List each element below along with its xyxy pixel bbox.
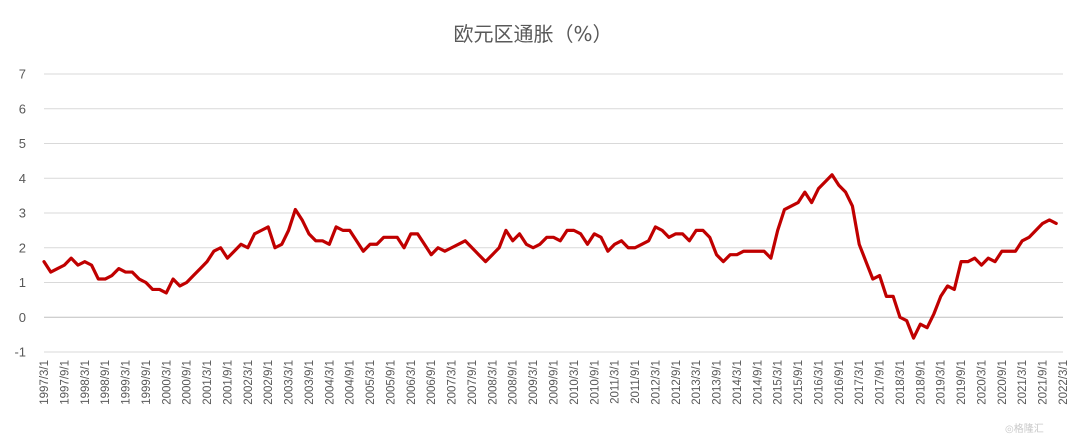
y-tick-label: 2 [19,240,26,255]
x-tick-label: 1997/9/1 [59,360,71,405]
x-tick-label: 2007/9/1 [467,360,479,405]
x-tick-label: 2015/9/1 [793,360,805,405]
x-tick-label: 2019/9/1 [956,360,968,405]
x-tick-label: 2013/3/1 [691,360,703,405]
y-tick-label: 3 [19,206,26,221]
x-tick-label: 2022/3/1 [1058,360,1070,405]
chart-title: 欧元区通胀（%） [453,22,612,46]
x-tick-label: 2021/9/1 [1038,360,1050,405]
x-tick-label: 2021/3/1 [1017,360,1029,405]
x-tick-label: 2015/3/1 [773,360,785,405]
x-tick-label: 2009/3/1 [528,360,540,405]
x-tick-label: 2020/9/1 [997,360,1009,405]
x-tick-label: 1997/3/1 [39,360,51,405]
x-tick-label: 2008/3/1 [487,360,499,405]
x-tick-label: 1999/9/1 [141,360,153,405]
series-line [42,173,1058,340]
y-tick-label: 5 [19,136,26,151]
x-tick-label: 2013/9/1 [712,360,724,405]
x-tick-label: 2009/9/1 [549,360,561,405]
x-tick-label: 2002/9/1 [263,360,275,405]
x-tick-label: 2001/9/1 [222,360,234,405]
x-tick-label: 2005/9/1 [385,360,397,405]
x-tick-label: 2020/3/1 [976,360,988,405]
x-tick-label: 2012/3/1 [650,360,662,405]
x-tick-label: 2014/9/1 [752,360,764,405]
x-tick-label: 2010/9/1 [589,360,601,405]
x-tick-label: 2016/9/1 [834,360,846,405]
y-axis-ticks: -1 0 1 2 3 4 5 6 7 [14,67,26,360]
x-tick-label: 2000/9/1 [182,360,194,405]
x-tick-label: 2018/9/1 [915,360,927,405]
series-layer [42,173,1058,340]
x-tick-label: 2005/3/1 [365,360,377,405]
x-tick-label: 2007/3/1 [447,360,459,405]
x-tick-label: 2004/3/1 [324,360,336,405]
y-tick-label: 4 [19,171,26,186]
y-tick-label: 1 [19,275,26,290]
x-tick-label: 2012/9/1 [671,360,683,405]
x-tick-label: 2016/3/1 [813,360,825,405]
x-tick-label: 1998/9/1 [100,360,112,405]
x-tick-label: 2011/9/1 [630,360,642,404]
x-tick-label: 2003/9/1 [304,360,316,405]
x-tick-label: 1998/3/1 [80,360,92,405]
y-tick-label: -1 [14,345,26,360]
x-tick-label: 2011/3/1 [610,360,622,404]
x-tick-label: 2018/3/1 [895,360,907,405]
x-axis-ticks: 1997/3/1 1997/9/1 1998/3/1 1998/9/1 1999/3/1… [39,360,1070,405]
gridlines [44,73,1063,353]
x-tick-label: 2000/3/1 [161,360,173,405]
x-tick-label: 2004/9/1 [345,360,357,405]
x-tick-label: 2017/9/1 [875,360,887,405]
x-tick-label: 2017/3/1 [854,360,866,405]
y-tick-label: 7 [19,67,26,82]
x-tick-label: 2006/9/1 [426,360,438,405]
x-tick-label: 2002/3/1 [243,360,255,405]
watermark-logo: ◎格隆汇 [1005,422,1044,435]
x-tick-label: 2014/3/1 [732,360,744,405]
y-tick-label: 0 [19,310,26,325]
x-tick-label: 2008/9/1 [508,360,520,405]
x-tick-label: 2001/3/1 [202,360,214,405]
x-tick-label: 1999/3/1 [121,360,133,405]
x-tick-label: 2006/3/1 [406,360,418,405]
x-tick-label: 2003/3/1 [284,360,296,405]
x-tick-label: 2010/3/1 [569,360,581,405]
y-tick-label: 6 [19,101,26,116]
x-tick-label: 2019/3/1 [936,360,948,405]
